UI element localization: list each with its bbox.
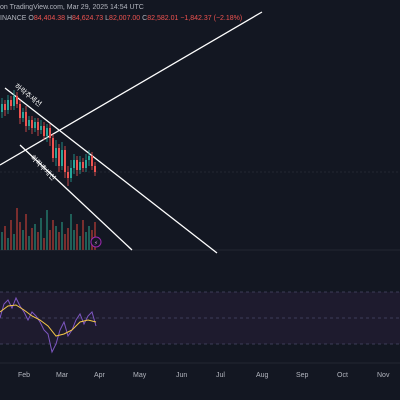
lower-descending-trendline[interactable] (19, 144, 133, 251)
candle-body (55, 148, 57, 158)
candle-body (73, 160, 75, 168)
volume-bar (61, 222, 63, 250)
axis-label-jun: Jun (176, 372, 188, 379)
candle-body (88, 156, 90, 160)
candle-body (85, 160, 87, 168)
candle-body (79, 162, 81, 170)
axis-label-mar: Mar (56, 372, 69, 379)
candle-body (10, 100, 12, 106)
volume-bar (88, 226, 90, 250)
candle-body (25, 112, 27, 126)
axis-label-apr: Apr (94, 372, 105, 379)
candle-body (7, 100, 9, 110)
axis-label-aug: Aug (256, 372, 269, 379)
volume-bar (19, 222, 21, 250)
volume-bar (73, 230, 75, 250)
open-label: O (28, 15, 34, 22)
change-value: −1,842.37 (−2.18%) (180, 15, 243, 22)
candle-body (16, 96, 18, 104)
close-value: 82,582.01 (147, 15, 179, 22)
candle-body (49, 128, 51, 138)
volume-bar (10, 220, 12, 250)
volume-bar (64, 234, 66, 250)
candle-body (22, 112, 24, 118)
volume-bar (7, 238, 9, 250)
volume-bar (52, 220, 54, 250)
upper-trend-label: 하락추세선 (13, 81, 44, 108)
volume-bar (94, 222, 96, 250)
rsi-line (0, 296, 97, 354)
volume-bar (31, 228, 33, 250)
axis-label-feb: Feb (18, 372, 31, 379)
candle-body (94, 166, 96, 172)
chart-header: on TradingView.com, Mar 29, 2025 14:54 U… (0, 0, 400, 22)
volume-bar (76, 224, 78, 250)
volume-bar (70, 214, 72, 250)
volume-bar (49, 230, 51, 250)
open-value: 84,404.38 (33, 15, 66, 22)
candle-body (4, 104, 6, 110)
volume-bar (28, 236, 30, 250)
volume-bar (67, 228, 69, 250)
volume-bar (16, 208, 18, 250)
event-badge-icon: ⚡ (94, 240, 98, 247)
candle-body (52, 138, 54, 158)
candle-body (19, 104, 21, 118)
candle-body (64, 150, 66, 172)
volume-bar (85, 232, 87, 250)
ohlc-legend: INANCE O84,404.38 H84,624.73 L82,007.00 … (0, 15, 242, 22)
candlestick-series (1, 90, 96, 186)
high-value: 84,624.73 (72, 15, 104, 22)
volume-bar (13, 234, 15, 250)
rising-trendline[interactable] (0, 11, 263, 166)
upper-descending-trendline[interactable] (4, 87, 218, 254)
volume-bar (1, 232, 3, 250)
candle-body (67, 172, 69, 178)
volume-bar (4, 226, 6, 250)
rsi-ma-line (0, 304, 97, 337)
volume-bar (43, 238, 45, 250)
high-label: H (66, 15, 73, 22)
volume-series (1, 208, 96, 250)
volume-bar (55, 226, 57, 250)
axis-label-oct: Oct (337, 372, 348, 379)
volume-bar (37, 232, 39, 250)
candle-body (34, 122, 36, 128)
volume-bar (40, 218, 42, 250)
candle-body (43, 126, 45, 136)
candle-body (37, 122, 39, 130)
candle-body (46, 128, 48, 136)
axis-label-nov: Nov (377, 372, 390, 379)
event-badge[interactable] (90, 236, 102, 248)
low-value: 82,007.00 (109, 15, 141, 22)
volume-bar (34, 224, 36, 250)
axis-label-sep: Sep (296, 372, 309, 379)
candle-body (91, 156, 93, 166)
volume-bar (22, 230, 24, 250)
volume-bar (82, 220, 84, 250)
candle-body (70, 168, 72, 178)
volume-bar (79, 236, 81, 250)
exchange-label: INANCE (0, 15, 27, 22)
candle-body (13, 96, 15, 106)
candle-body (1, 104, 3, 112)
candle-body (28, 120, 30, 126)
candle-body (58, 148, 60, 166)
candle-body (61, 150, 63, 166)
publish-credit: on TradingView.com, Mar 29, 2025 14:54 U… (0, 4, 144, 11)
candle-body (82, 162, 84, 168)
low-label: L (105, 15, 110, 22)
candle-body (31, 120, 33, 128)
axis-label-may: May (133, 372, 147, 379)
volume-bar (58, 232, 60, 250)
volume-bar (46, 210, 48, 250)
axis-label-jul: Jul (216, 372, 225, 379)
candle-body (40, 126, 42, 130)
volume-bar (25, 214, 27, 250)
close-label: C (142, 15, 148, 22)
candle-body (76, 160, 78, 170)
